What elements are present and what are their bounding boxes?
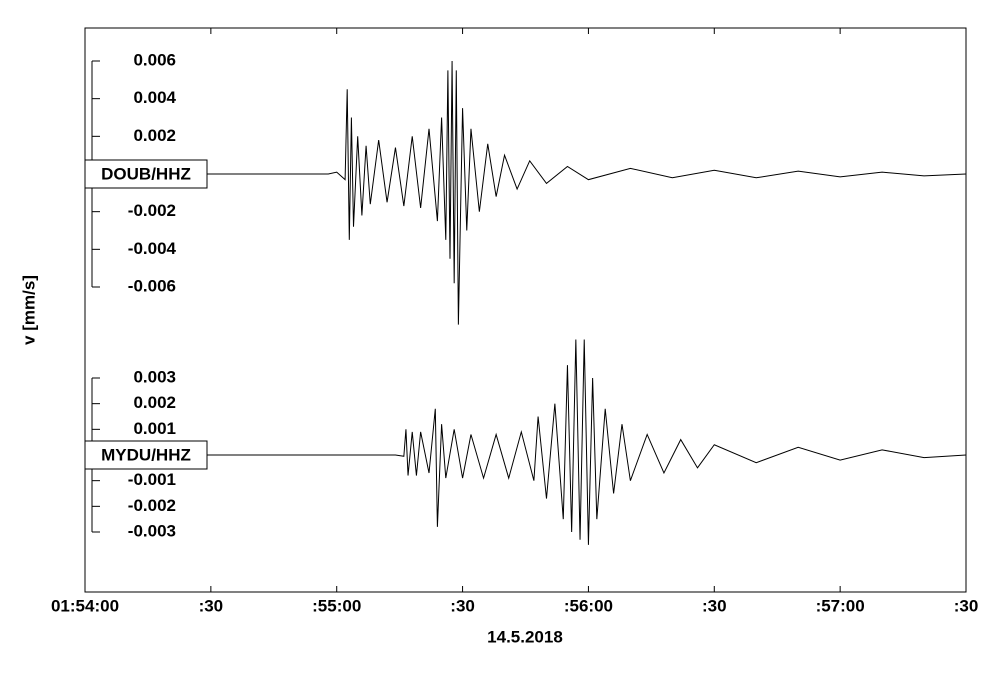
y-axis-label: v [mm/s] (19, 275, 38, 345)
x-tick-label: :55:00 (312, 596, 361, 615)
y-tick-label: -0.001 (128, 470, 176, 489)
y-tick-label: 0.001 (133, 419, 176, 438)
x-tick-label: :56:00 (564, 596, 613, 615)
x-tick-label: :30 (450, 596, 475, 615)
x-axis-label: 14.5.2018 (487, 627, 563, 646)
trace-label-box (84, 159, 208, 189)
y-tick-label: -0.002 (128, 496, 176, 515)
x-tick-label: :30 (199, 596, 224, 615)
x-tick-label: :30 (954, 596, 979, 615)
y-tick-label: -0.003 (128, 521, 176, 540)
y-tick-label: 0.002 (133, 126, 176, 145)
x-tick-label: :57:00 (816, 596, 865, 615)
trace-label: MYDU/HHZ (101, 445, 191, 464)
y-tick-label: 0.004 (133, 88, 176, 107)
y-tick-label: 0.006 (133, 50, 176, 69)
x-tick-label: :30 (702, 596, 727, 615)
x-tick-label: 01:54:00 (51, 596, 119, 615)
trace-label: DOUB/HHZ (101, 164, 191, 183)
waveform (85, 339, 967, 545)
waveform (85, 60, 967, 325)
trace-label-box (84, 440, 208, 470)
y-tick-label: -0.004 (128, 239, 177, 258)
plot-frame (84, 27, 967, 593)
y-tick-label: 0.002 (133, 393, 176, 412)
y-tick-label: -0.002 (128, 201, 176, 220)
y-tick-label: -0.006 (128, 276, 176, 295)
y-tick-label: 0.003 (133, 367, 176, 386)
